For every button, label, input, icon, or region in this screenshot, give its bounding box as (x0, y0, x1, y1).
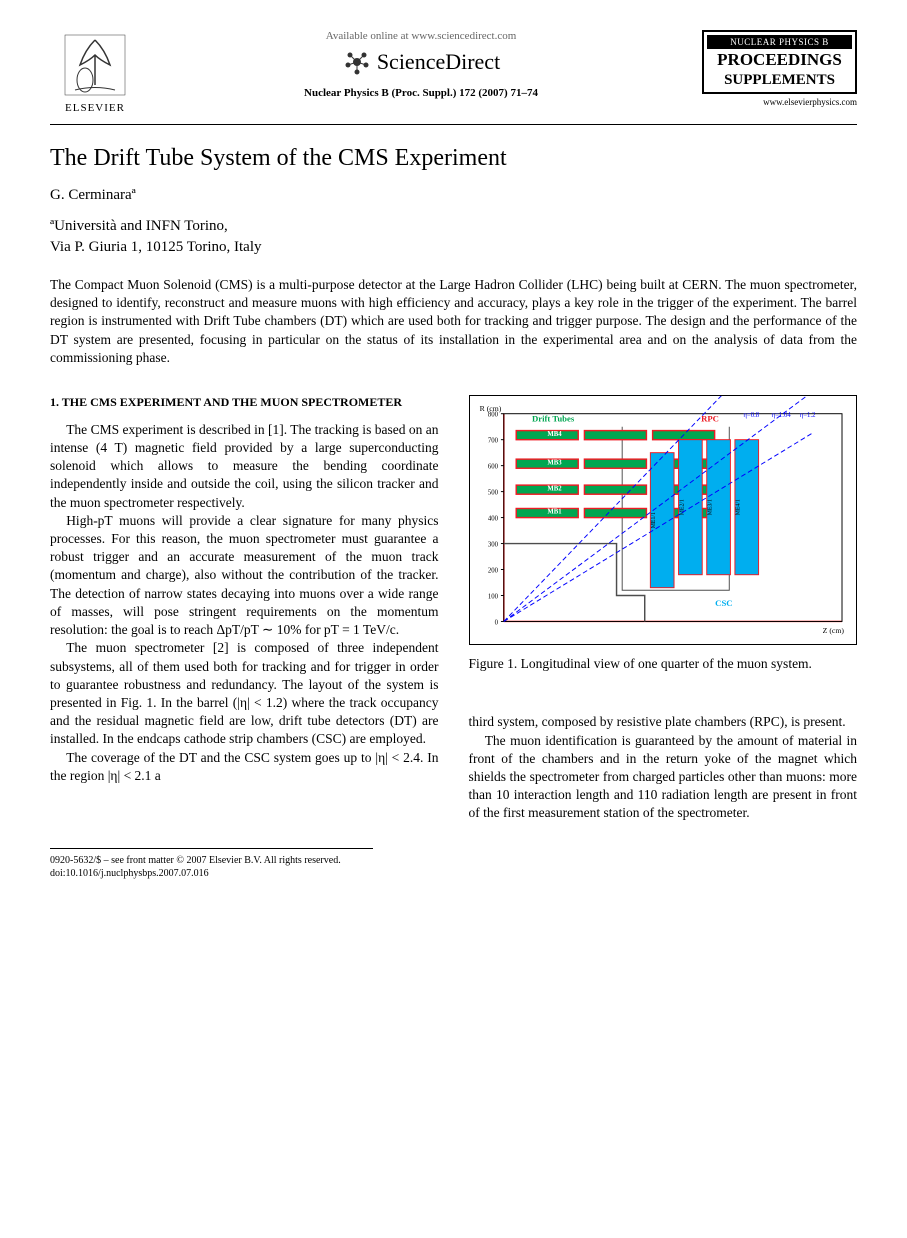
header-rule (50, 124, 857, 125)
affiliation-line-1: ªUniversità and INFN Torino, (50, 218, 228, 234)
publisher-header: ELSEVIER Available online at www.science… (50, 30, 857, 114)
elsevier-tree-icon (60, 30, 130, 100)
svg-text:MB2: MB2 (547, 485, 562, 492)
science-direct-block: Available online at www.sciencedirect.co… (140, 30, 702, 99)
svg-text:ME3/1: ME3/1 (707, 499, 713, 515)
proceedings-supplements-box: NUCLEAR PHYSICS B PROCEEDINGS SUPPLEMENT… (702, 30, 857, 94)
svg-text:ME4/1: ME4/1 (735, 499, 741, 515)
svg-text:600: 600 (487, 464, 498, 471)
svg-text:ME1/1: ME1/1 (651, 512, 657, 528)
right-column: 0100200300400500600700800R (cm)Z (cm)MB1… (469, 395, 858, 823)
svg-text:200: 200 (487, 568, 498, 575)
available-online-text: Available online at www.sciencedirect.co… (140, 30, 702, 42)
section-1-para-6: The muon identification is guaranteed by… (469, 732, 858, 823)
figure-1-caption: Figure 1. Longitudinal view of one quart… (469, 655, 858, 673)
svg-text:MB3: MB3 (547, 459, 562, 466)
proceedings-label: PROCEEDINGS (707, 49, 852, 72)
figure-1-diagram: 0100200300400500600700800R (cm)Z (cm)MB1… (469, 395, 858, 645)
author-name: G. Cerminaraª (50, 187, 857, 204)
svg-text:Z (cm): Z (cm) (822, 626, 844, 635)
journal-reference: Nuclear Physics B (Proc. Suppl.) 172 (20… (140, 87, 702, 99)
section-1-para-5: third system, composed by resistive plat… (469, 713, 858, 731)
section-1-heading: 1. THE CMS EXPERIMENT AND THE MUON SPECT… (50, 395, 439, 411)
doi-line: doi:10.1016/j.nuclphysbps.2007.07.016 (50, 867, 857, 880)
svg-text:100: 100 (487, 593, 498, 600)
svg-text:RPC: RPC (701, 414, 719, 424)
svg-text:Drift Tubes: Drift Tubes (532, 414, 575, 424)
svg-text:700: 700 (487, 438, 498, 445)
svg-text:R (cm): R (cm) (479, 404, 501, 413)
elsevier-label: ELSEVIER (65, 102, 125, 114)
sciencedirect-logo: ScienceDirect (140, 47, 702, 77)
section-1-para-4: The coverage of the DT and the CSC syste… (50, 749, 439, 785)
svg-text:CSC: CSC (715, 598, 732, 608)
svg-text:500: 500 (487, 490, 498, 497)
footer-block: 0920-5632/$ – see front matter © 2007 El… (50, 854, 857, 880)
abstract-text: The Compact Muon Solenoid (CMS) is a mul… (50, 276, 857, 367)
svg-text:MB1: MB1 (547, 509, 562, 516)
elsevier-logo: ELSEVIER (50, 30, 140, 114)
two-column-body: 1. THE CMS EXPERIMENT AND THE MUON SPECT… (50, 395, 857, 823)
author-affiliation: ªUniversità and INFN Torino, Via P. Giur… (50, 216, 857, 258)
svg-text:η=1.04: η=1.04 (771, 412, 791, 419)
supplements-label: SUPPLEMENTS (707, 72, 852, 89)
footer-rule (50, 848, 373, 849)
affiliation-line-2: Via P. Giuria 1, 10125 Torino, Italy (50, 239, 262, 255)
section-1-para-2: High-pT muons will provide a clear signa… (50, 512, 439, 640)
section-1-para-1: The CMS experiment is described in [1]. … (50, 421, 439, 512)
sciencedirect-icon (342, 47, 372, 77)
svg-text:300: 300 (487, 542, 498, 549)
issn-copyright-line: 0920-5632/$ – see front matter © 2007 El… (50, 854, 857, 867)
left-column: 1. THE CMS EXPERIMENT AND THE MUON SPECT… (50, 395, 439, 823)
svg-text:400: 400 (487, 516, 498, 523)
column-spacer (469, 673, 858, 713)
section-1-para-3: The muon spectrometer [2] is composed of… (50, 639, 439, 748)
svg-text:MB4: MB4 (547, 431, 562, 438)
article-title: The Drift Tube System of the CMS Experim… (50, 145, 857, 172)
svg-text:η=1.2: η=1.2 (799, 412, 815, 419)
svg-text:η=0.8: η=0.8 (743, 412, 759, 419)
muon-system-svg: 0100200300400500600700800R (cm)Z (cm)MB1… (470, 396, 857, 644)
sciencedirect-text: ScienceDirect (377, 49, 500, 75)
proceedings-block: NUCLEAR PHYSICS B PROCEEDINGS SUPPLEMENT… (702, 30, 857, 107)
nuclear-physics-b-label: NUCLEAR PHYSICS B (707, 35, 852, 49)
elsevier-physics-url: www.elsevierphysics.com (702, 97, 857, 107)
svg-text:0: 0 (494, 619, 498, 626)
